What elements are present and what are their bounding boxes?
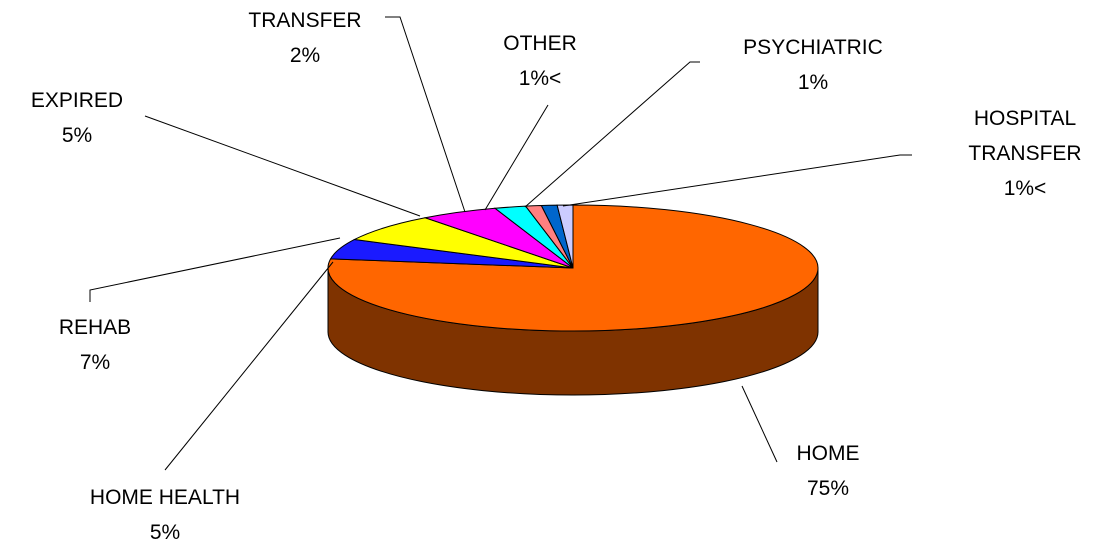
slice-label: HOME 75% — [797, 436, 860, 506]
value-label: 5% — [61, 124, 93, 147]
slice — [327, 204, 819, 332]
slice-label: EXPIRED 5% — [31, 83, 123, 153]
category-name: TRANSFER — [248, 9, 362, 32]
value-label: 5% — [149, 521, 181, 544]
leader-line — [484, 104, 549, 211]
category-name: HOME — [796, 442, 860, 465]
slice-label: TRANSFER 2% — [248, 3, 361, 73]
category-name: REHAB — [58, 316, 132, 339]
value-label: 7% — [79, 351, 111, 374]
category-name: OTHER — [503, 32, 577, 55]
leader-line — [524, 61, 700, 208]
value-label: 1%< — [518, 67, 562, 90]
leader-line — [89, 237, 341, 302]
value-label: 1%< — [1003, 177, 1047, 200]
leader-line — [144, 115, 421, 217]
slice-label: REHAB 7% — [59, 310, 131, 380]
category-name: HOME HEALTH — [89, 486, 241, 509]
leader-line — [164, 261, 334, 471]
slice — [352, 217, 574, 269]
category-name: EXPIRED — [30, 89, 124, 112]
slice-label: OTHER 1%< — [503, 26, 577, 96]
leader-line — [385, 16, 466, 213]
category-name: PSYCHIATRIC — [743, 36, 883, 59]
leader-line — [562, 154, 912, 207]
slice-label: HOSPITAL TRANSFER 1%< — [965, 101, 1085, 206]
slice-label: PSYCHIATRIC 1% — [743, 30, 883, 100]
slice-label: HOME HEALTH 5% — [90, 480, 240, 549]
value-label: 2% — [289, 44, 321, 67]
category-name: HOSPITAL TRANSFER — [968, 107, 1082, 165]
value-label: 1% — [797, 71, 829, 94]
slice — [556, 204, 574, 269]
leader-line — [741, 385, 778, 463]
value-label: 75% — [806, 477, 850, 500]
